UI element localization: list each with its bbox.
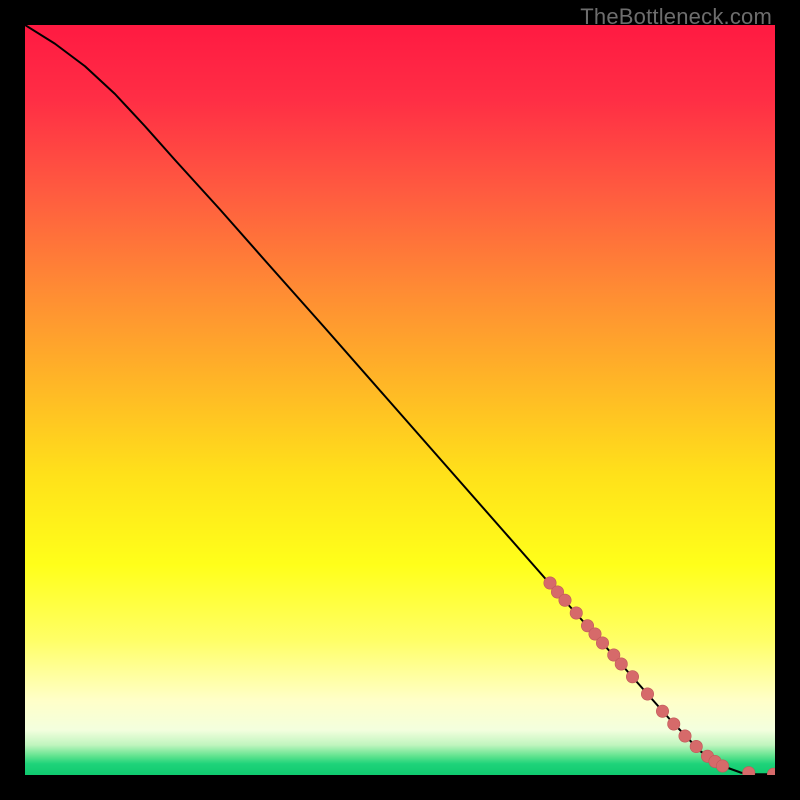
data-marker — [641, 688, 653, 700]
data-marker — [716, 760, 728, 772]
data-marker — [570, 607, 582, 619]
data-marker — [679, 730, 691, 742]
data-marker — [559, 594, 571, 606]
data-marker — [668, 718, 680, 730]
data-marker — [626, 671, 638, 683]
data-marker — [656, 705, 668, 717]
gradient-background — [25, 25, 775, 775]
chart-area — [25, 25, 775, 775]
chart-svg — [25, 25, 775, 775]
data-marker — [690, 740, 702, 752]
data-marker — [615, 658, 627, 670]
data-marker — [596, 637, 608, 649]
